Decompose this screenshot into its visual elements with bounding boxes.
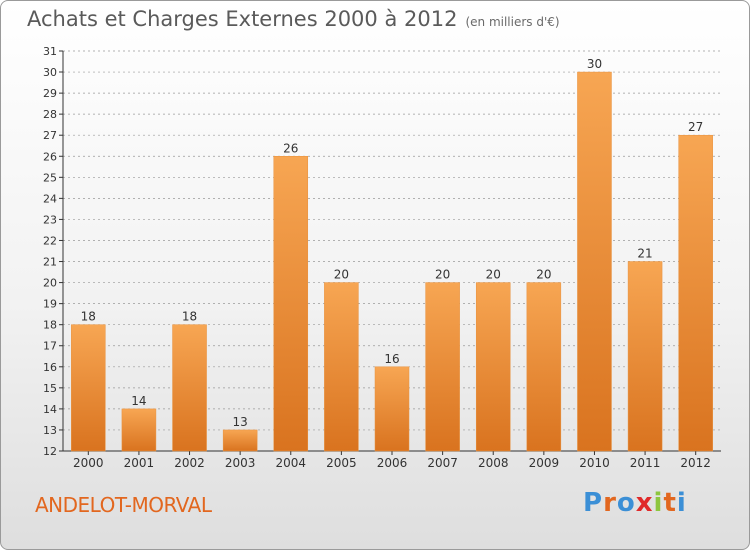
- y-tick-label: 17: [43, 340, 57, 353]
- bar-value-label: 18: [182, 310, 197, 324]
- x-tick-label: 2005: [326, 456, 357, 470]
- y-tick-label: 18: [43, 319, 57, 332]
- bar-2003: [222, 429, 258, 452]
- bar-value-label: 13: [233, 415, 248, 429]
- logo-letter: o: [616, 488, 636, 518]
- bar-value-label: 20: [435, 268, 450, 282]
- y-tick-label: 12: [43, 445, 57, 458]
- y-tick-label: 19: [43, 298, 57, 311]
- y-tick-label: 15: [43, 382, 57, 395]
- x-tick-label: 2008: [478, 456, 509, 470]
- bar-2010: [577, 71, 612, 452]
- y-tick-label: 31: [43, 45, 57, 58]
- labels: 12 13 14 15 16 17 18 19 20 21 22 23 24 25 26 27 28 29 30 31…: [43, 45, 711, 470]
- x-tick-label: 2012: [680, 456, 711, 470]
- logo-letter: i: [676, 488, 687, 518]
- x-tick-label: 2011: [630, 456, 661, 470]
- y-tick-label: 22: [43, 234, 57, 247]
- chart-title: Achats et Charges Externes 2000 à 2012 (e…: [27, 7, 560, 31]
- y-tick-label: 23: [43, 213, 57, 226]
- bar-2012: [678, 134, 713, 452]
- proxiti-logo[interactable]: Proxiti: [583, 488, 687, 518]
- x-tick-label: 2002: [174, 456, 205, 470]
- x-tick-label: 2010: [579, 456, 610, 470]
- bar-2000: [71, 324, 106, 452]
- logo-letter: t: [663, 488, 677, 518]
- bar-value-label: 30: [587, 57, 602, 71]
- bar-2011: [627, 261, 663, 452]
- x-tick-label: 2004: [275, 456, 306, 470]
- y-tick-label: 14: [43, 403, 57, 416]
- bar-value-label: 14: [131, 394, 146, 408]
- bar-value-label: 21: [637, 247, 652, 261]
- y-tick-label: 27: [43, 129, 57, 142]
- bar-2008: [475, 282, 511, 452]
- bar-2006: [374, 366, 410, 452]
- x-tick-label: 2007: [427, 456, 458, 470]
- bar-value-label: 20: [486, 268, 501, 282]
- bar-value-label: 20: [536, 268, 551, 282]
- y-tick-label: 26: [43, 150, 57, 163]
- bar-value-label: 18: [81, 310, 96, 324]
- bar-2004: [273, 156, 309, 452]
- y-tick-label: 24: [43, 192, 57, 205]
- bar-value-label: 26: [283, 141, 298, 155]
- chart-unit: (en milliers d'€): [465, 15, 560, 29]
- y-tick-label: 21: [43, 256, 57, 269]
- logo-letter: i: [653, 488, 664, 518]
- bar-2005: [324, 282, 359, 452]
- bar-2009: [526, 282, 562, 452]
- chart-title-text: Achats et Charges Externes 2000 à 2012: [27, 7, 458, 31]
- x-tick-label: 2001: [124, 456, 155, 470]
- commune-name: ANDELOT-MORVAL: [35, 493, 212, 517]
- y-tick-label: 25: [43, 171, 57, 184]
- y-tick-label: 28: [43, 108, 57, 121]
- x-tick-label: 2000: [73, 456, 104, 470]
- y-tick-label: 20: [43, 277, 57, 290]
- logo-letter: x: [635, 488, 654, 518]
- bar-2001: [121, 408, 157, 452]
- x-tick-label: 2006: [377, 456, 408, 470]
- x-tick-label: 2003: [225, 456, 256, 470]
- x-tick-label: 2009: [529, 456, 560, 470]
- bars: [71, 71, 713, 452]
- bar-2002: [172, 324, 207, 452]
- bar-value-label: 27: [688, 120, 703, 134]
- y-tick-label: 13: [43, 424, 57, 437]
- y-tick-label: 29: [43, 87, 57, 100]
- y-tick-label: 30: [43, 66, 57, 79]
- y-tick-label: 16: [43, 361, 57, 374]
- bar-value-label: 20: [334, 268, 349, 282]
- logo-letter: P: [583, 488, 604, 518]
- bar-2007: [425, 282, 460, 452]
- bar-value-label: 16: [384, 352, 399, 366]
- logo-letter: r: [603, 488, 617, 518]
